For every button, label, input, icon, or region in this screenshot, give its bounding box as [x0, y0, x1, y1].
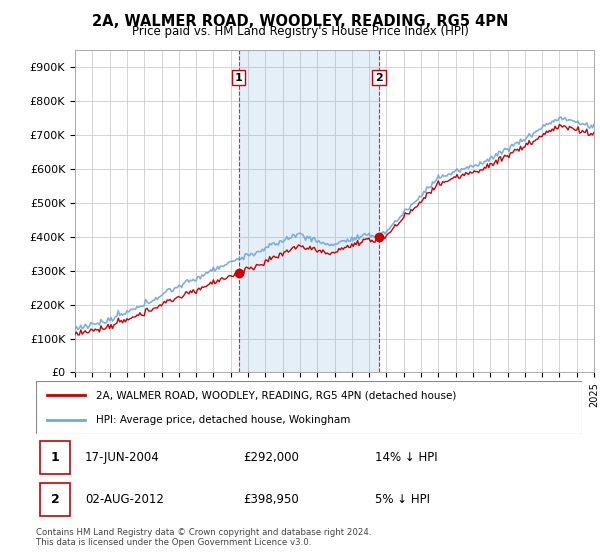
Text: 1: 1: [235, 72, 242, 82]
Text: £398,950: £398,950: [244, 493, 299, 506]
FancyBboxPatch shape: [40, 483, 70, 516]
Text: 2A, WALMER ROAD, WOODLEY, READING, RG5 4PN (detached house): 2A, WALMER ROAD, WOODLEY, READING, RG5 4…: [96, 390, 457, 400]
Text: 5% ↓ HPI: 5% ↓ HPI: [374, 493, 430, 506]
Text: 2: 2: [51, 493, 59, 506]
FancyBboxPatch shape: [36, 381, 582, 434]
Text: Contains HM Land Registry data © Crown copyright and database right 2024.
This d: Contains HM Land Registry data © Crown c…: [36, 528, 371, 547]
Text: Price paid vs. HM Land Registry's House Price Index (HPI): Price paid vs. HM Land Registry's House …: [131, 25, 469, 38]
Text: £292,000: £292,000: [244, 451, 299, 464]
Text: 1: 1: [51, 451, 59, 464]
Text: 2: 2: [375, 72, 383, 82]
FancyBboxPatch shape: [40, 441, 70, 474]
Text: 2A, WALMER ROAD, WOODLEY, READING, RG5 4PN: 2A, WALMER ROAD, WOODLEY, READING, RG5 4…: [92, 14, 508, 29]
Text: HPI: Average price, detached house, Wokingham: HPI: Average price, detached house, Woki…: [96, 414, 350, 424]
Text: 02-AUG-2012: 02-AUG-2012: [85, 493, 164, 506]
Bar: [239, 50, 379, 372]
Text: 14% ↓ HPI: 14% ↓ HPI: [374, 451, 437, 464]
Text: 17-JUN-2004: 17-JUN-2004: [85, 451, 160, 464]
